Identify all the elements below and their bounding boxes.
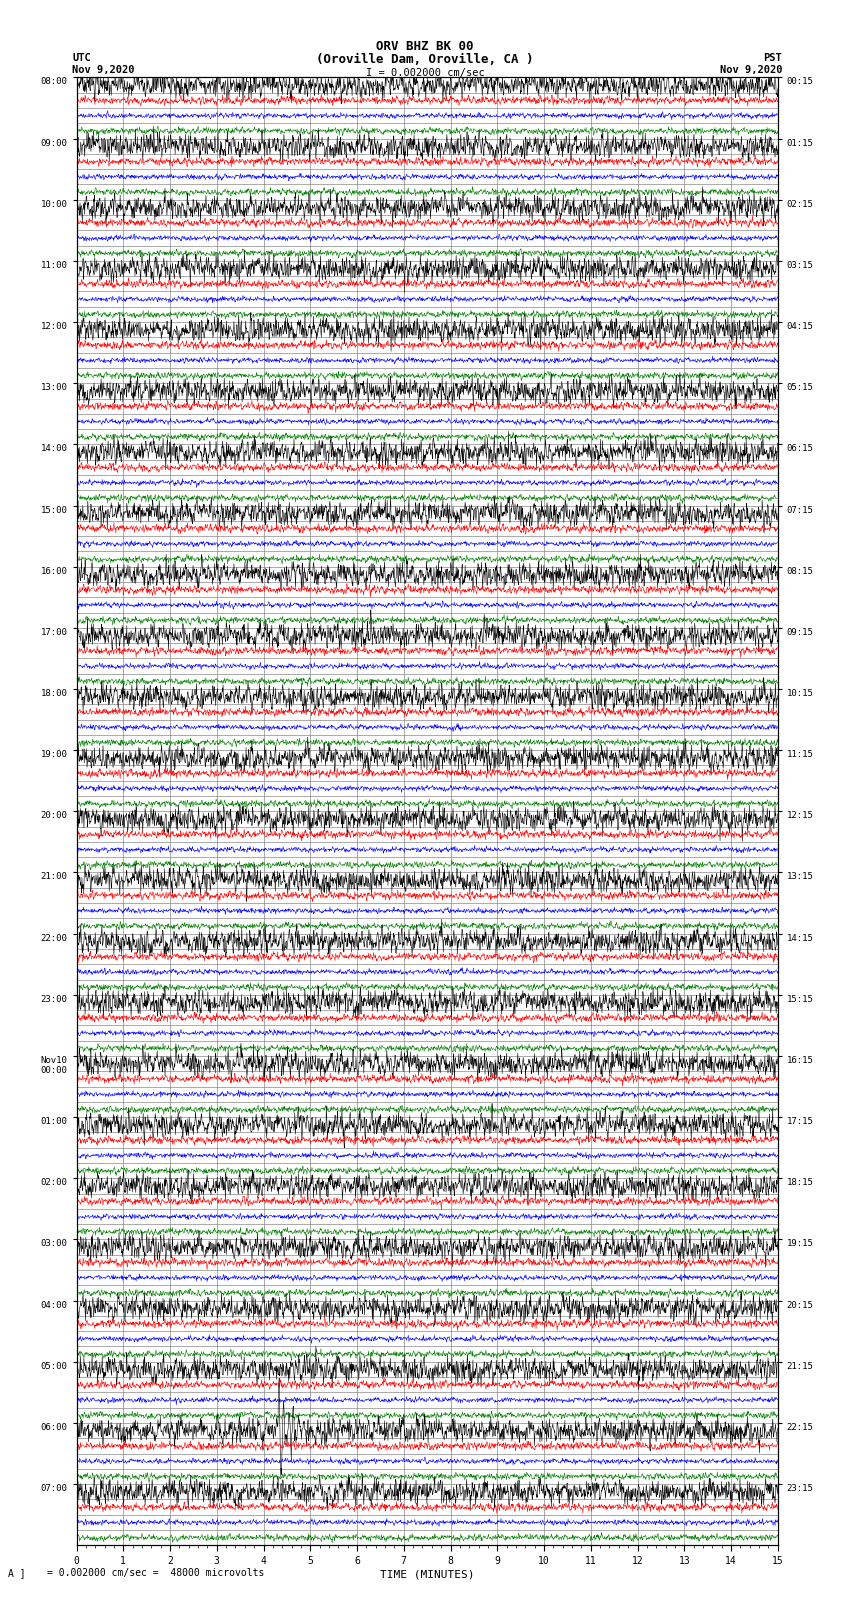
Text: = 0.002000 cm/sec =  48000 microvolts: = 0.002000 cm/sec = 48000 microvolts (47, 1568, 264, 1578)
Text: ORV BHZ BK 00: ORV BHZ BK 00 (377, 40, 473, 53)
Text: A ]: A ] (8, 1568, 26, 1578)
Text: Nov 9,2020: Nov 9,2020 (72, 65, 135, 74)
Text: (Oroville Dam, Oroville, CA ): (Oroville Dam, Oroville, CA ) (316, 53, 534, 66)
Text: Nov 9,2020: Nov 9,2020 (719, 65, 782, 74)
Text: UTC: UTC (72, 53, 91, 63)
Text: PST: PST (763, 53, 782, 63)
X-axis label: TIME (MINUTES): TIME (MINUTES) (380, 1569, 474, 1579)
Text: I = 0.002000 cm/sec: I = 0.002000 cm/sec (366, 68, 484, 77)
